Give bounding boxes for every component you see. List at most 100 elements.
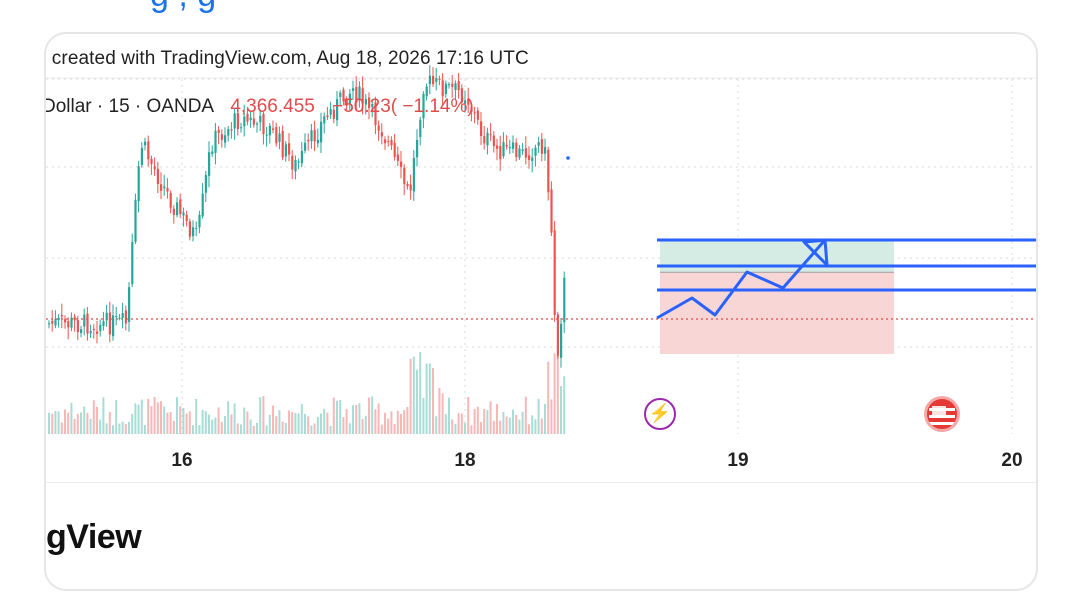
candle-body	[422, 93, 425, 119]
candle-body	[380, 132, 383, 137]
volume-bar	[192, 425, 194, 434]
volume-bar	[451, 419, 454, 434]
candle-body	[428, 75, 431, 85]
volume-bar	[364, 415, 367, 434]
candle-body	[563, 277, 566, 323]
brand-wordmark[interactable]: gView	[46, 518, 142, 556]
volume-histogram	[48, 351, 566, 434]
volume-bar	[105, 423, 108, 434]
candle-body	[454, 83, 457, 90]
candle-body	[473, 112, 476, 114]
volume-bar	[467, 396, 470, 434]
candle-body	[198, 214, 201, 228]
candle-body	[268, 125, 271, 136]
candle-body	[169, 192, 172, 208]
candle-body	[387, 141, 390, 143]
volume-bar	[425, 363, 428, 434]
candle-body	[339, 92, 342, 97]
volume-bar	[384, 412, 386, 434]
volume-bar	[310, 425, 313, 434]
divider	[46, 482, 1036, 483]
projection-drawing[interactable]	[566, 156, 1036, 320]
candle-body	[147, 141, 150, 160]
volume-bar	[422, 397, 425, 434]
long-position-zones[interactable]	[46, 240, 1036, 354]
volume-bar	[224, 415, 226, 434]
volume-bar	[112, 425, 114, 434]
top-link-fragment[interactable]: g , g	[150, 0, 216, 15]
volume-bar	[217, 407, 220, 434]
candle-body	[195, 227, 198, 229]
candle-body	[483, 136, 486, 144]
candle-body	[214, 130, 217, 153]
volume-bar	[259, 397, 262, 434]
volume-bar	[336, 400, 338, 434]
candle-body	[272, 128, 275, 130]
candle-body	[256, 123, 259, 125]
candle-body	[220, 134, 223, 140]
price-chart[interactable]	[46, 34, 1036, 589]
candle-body	[70, 317, 73, 328]
candle-body	[547, 149, 550, 193]
candle-body	[118, 317, 121, 319]
volume-bar	[355, 404, 358, 434]
volume-bar	[92, 400, 95, 434]
x-tick-label: 20	[1001, 450, 1023, 471]
candle-body	[89, 331, 92, 334]
candle-body	[150, 158, 153, 164]
candle-body	[464, 100, 467, 104]
volume-bar	[76, 413, 79, 434]
volume-bar	[284, 422, 287, 434]
volume-bar	[361, 419, 364, 434]
volume-bar	[550, 399, 553, 434]
candle-body	[124, 310, 127, 324]
candle-body	[307, 139, 310, 142]
candle-body	[393, 142, 396, 157]
candle-body	[112, 315, 115, 337]
volume-bar	[524, 396, 527, 434]
candle-body	[80, 329, 83, 333]
chart-caption: ) created with TradingView.com, Aug 18, …	[44, 48, 529, 69]
candle-body	[153, 166, 156, 170]
volume-bar	[438, 388, 441, 434]
candle-body	[182, 212, 185, 216]
candle-body	[438, 78, 441, 80]
volume-bar	[499, 420, 502, 434]
candle-body	[102, 321, 105, 326]
candle-body	[515, 142, 518, 157]
projection-path	[656, 238, 829, 320]
volume-bar	[377, 403, 380, 434]
volume-bar	[387, 418, 390, 434]
candle-body	[128, 287, 131, 322]
candle-body	[60, 315, 63, 317]
candle-body	[160, 184, 163, 191]
candle-body	[252, 118, 255, 125]
candle-body	[384, 139, 387, 144]
volume-bar	[172, 420, 175, 434]
volume-bar	[486, 409, 489, 434]
volume-bar	[406, 406, 409, 434]
candle-body	[361, 88, 364, 104]
volume-bar	[272, 405, 274, 434]
lightning-bolt-icon[interactable]: ⚡	[644, 398, 676, 430]
candle-body	[188, 221, 191, 237]
volume-bar	[54, 411, 57, 434]
candle-body	[390, 139, 393, 146]
candle-body	[320, 121, 323, 143]
volume-bar	[246, 411, 249, 434]
candle-body	[460, 88, 463, 103]
candle-body	[243, 116, 246, 127]
candle-body	[550, 189, 553, 233]
us-flag-icon[interactable]	[924, 396, 960, 432]
volume-bar	[176, 397, 178, 434]
volume-bar	[320, 413, 322, 434]
volume-bar	[204, 411, 207, 434]
volume-bar	[432, 368, 434, 434]
candle-body	[310, 130, 313, 142]
volume-bar	[96, 406, 98, 434]
volume-bar	[80, 412, 82, 434]
volume-bar	[144, 425, 146, 434]
volume-bar	[121, 421, 124, 434]
volume-bar	[441, 393, 444, 434]
symbol-legend[interactable]: Dollar · 15 · OANDA 4,366.455 −50.23( −1…	[46, 96, 474, 118]
